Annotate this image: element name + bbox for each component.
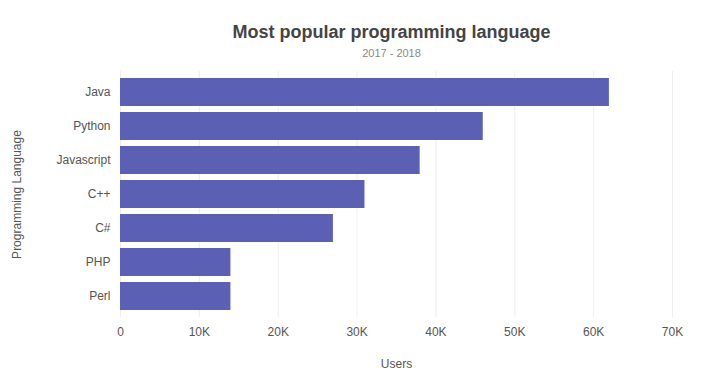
svg-text:20K: 20K: [268, 325, 289, 339]
svg-text:PHP: PHP: [86, 255, 111, 269]
svg-text:Perl: Perl: [89, 289, 110, 303]
svg-text:Users: Users: [381, 357, 412, 371]
html-text:Most popular programming langu: Most popular programming language: [232, 22, 551, 42]
html-text:2017 - 2018: 2017 - 2018: [362, 47, 421, 59]
svg-text:10K: 10K: [189, 325, 210, 339]
svg-text:50K: 50K: [504, 325, 525, 339]
svg-text:40K: 40K: [425, 325, 446, 339]
svg-text:C++: C++: [88, 187, 111, 201]
svg-text:Programming Language: Programming Language: [10, 130, 24, 259]
svg-text:0: 0: [117, 325, 124, 339]
svg-text:Java: Java: [85, 85, 111, 99]
svg-text:60K: 60K: [583, 325, 604, 339]
svg-text:C#: C#: [95, 221, 111, 235]
svg-text:70K: 70K: [662, 325, 683, 339]
svg-text:30K: 30K: [346, 325, 367, 339]
svg-text:Javascript: Javascript: [56, 153, 111, 167]
svg-text:Python: Python: [73, 119, 110, 133]
